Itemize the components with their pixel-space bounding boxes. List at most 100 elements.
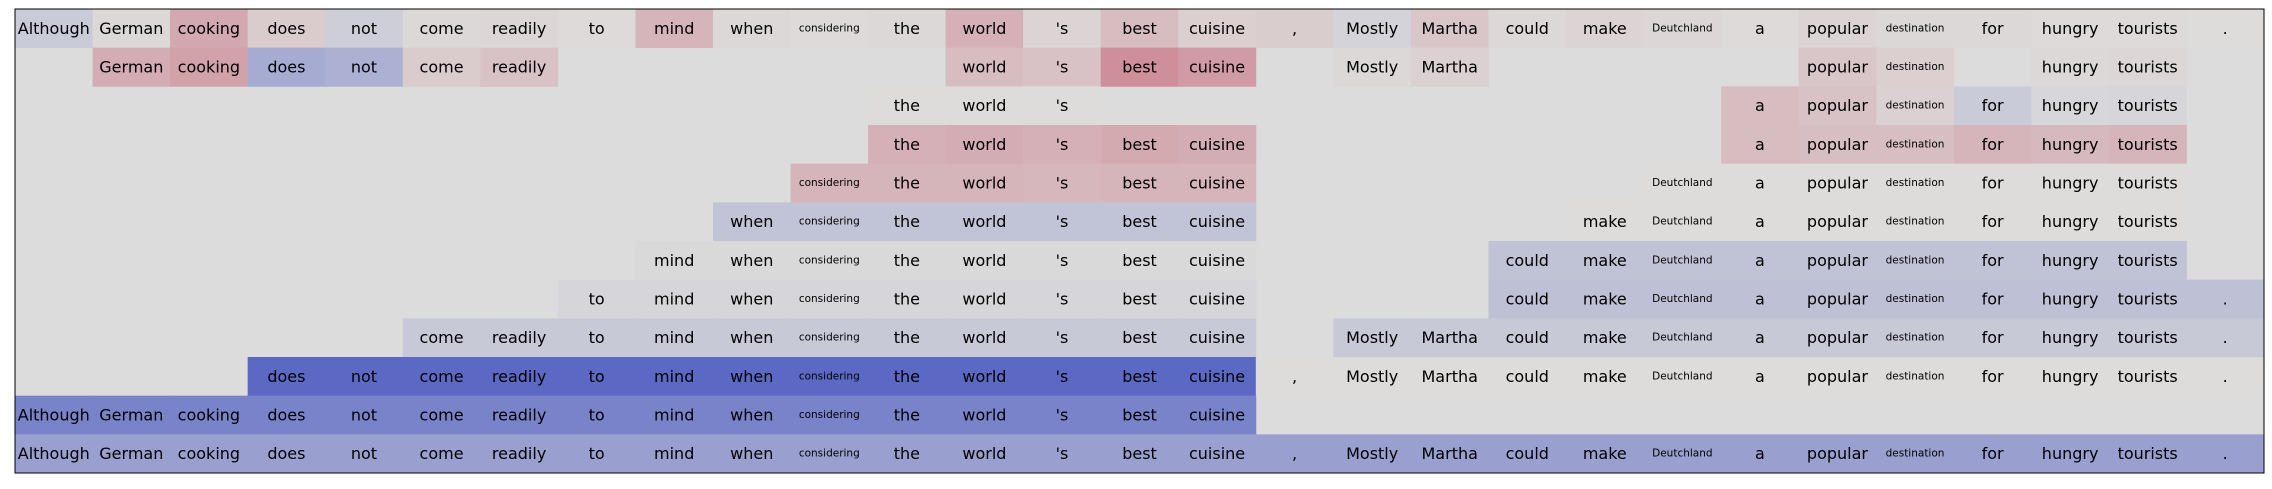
token-label: cuisine: [1189, 19, 1245, 38]
heatmap-cell: [170, 395, 249, 435]
heatmap-cell: [868, 125, 947, 165]
heatmap-cell: [635, 318, 714, 358]
token-label: .: [2223, 290, 2228, 309]
heatmap-cell: [1023, 357, 1102, 397]
token-label: Although: [18, 444, 90, 463]
token-label: tourists: [2118, 290, 2178, 309]
heatmap-cell: [480, 395, 559, 435]
heatmap-cell: [1023, 395, 1102, 435]
heatmap-cell: [1566, 202, 1644, 242]
heatmap-cell: [1023, 434, 1102, 474]
heatmap-cell: [868, 434, 947, 474]
heatmap-cell: [1953, 434, 2032, 474]
token-label: make: [1583, 212, 1627, 231]
token-label: come: [420, 367, 464, 386]
token-label: readily: [492, 328, 546, 347]
token-label: mind: [654, 367, 694, 386]
heatmap-cell: [790, 9, 869, 49]
heatmap-cell: [2108, 202, 2187, 242]
heatmap-cell: [1488, 357, 1567, 397]
token-label: to: [589, 290, 605, 309]
token-label: 's: [1056, 19, 1069, 38]
heatmap-cell: [945, 47, 1024, 87]
token-label: cuisine: [1189, 174, 1245, 193]
heatmap-cell: [635, 241, 714, 281]
heatmap-cell: [1488, 279, 1567, 319]
heatmap-cell: [1100, 279, 1179, 319]
token-label: best: [1122, 19, 1157, 38]
token-label: for: [1982, 96, 2004, 115]
token-label: Mostly: [1346, 367, 1398, 386]
heatmap-cell: [868, 241, 947, 281]
token-label: Mostly: [1346, 328, 1398, 347]
heatmap-cell: [1100, 434, 1179, 474]
token-label: .: [2223, 444, 2228, 463]
token-label: Martha: [1422, 58, 1478, 77]
heatmap-cell: [1333, 434, 1412, 474]
token-label: German: [99, 406, 163, 425]
heatmap-cell: [1953, 202, 2032, 242]
token-label: tourists: [2118, 174, 2178, 193]
heatmap-cell: [1721, 86, 1800, 126]
token-label: considering: [799, 370, 860, 382]
token-label: a: [1755, 444, 1765, 463]
heatmap-cell: [1410, 434, 1489, 474]
token-label: best: [1122, 135, 1157, 154]
heatmap-cell: [1953, 241, 2032, 281]
token-label: hungry: [2042, 135, 2099, 154]
token-label: mind: [654, 328, 694, 347]
token-label: popular: [1807, 328, 1868, 347]
token-label: when: [730, 212, 773, 231]
heatmap-cell: [2108, 9, 2187, 49]
heatmap-cell: [2031, 241, 2110, 281]
token-label: a: [1755, 212, 1765, 231]
token-label: popular: [1807, 96, 1868, 115]
token-label: cooking: [178, 19, 240, 38]
heatmap-cell: [1798, 125, 1877, 165]
token-label: ,: [1292, 367, 1297, 386]
token-label: make: [1583, 251, 1627, 270]
token-label: to: [589, 328, 605, 347]
heatmap-cell: [247, 357, 326, 397]
heatmap-cell: [1643, 241, 1722, 281]
token-label: destination: [1886, 293, 1945, 305]
token-label: the: [894, 19, 920, 38]
heatmap-cell: [2186, 357, 2265, 397]
token-label: tourists: [2118, 58, 2178, 77]
token-label: popular: [1807, 212, 1868, 231]
heatmap-cell: [1410, 357, 1489, 397]
heatmap-cell: [635, 395, 714, 435]
token-label: .: [2223, 367, 2228, 386]
heatmap-cell: [2108, 357, 2187, 397]
heatmap-cell: [2031, 125, 2110, 165]
token-label: Mostly: [1346, 444, 1398, 463]
heatmap-cell: [712, 395, 791, 435]
heatmap-cell: [1953, 86, 2032, 126]
heatmap-cell: [790, 202, 869, 242]
token-label: destination: [1886, 254, 1945, 266]
heatmap-cell: [2108, 125, 2187, 165]
heatmap-cell: [945, 357, 1024, 397]
heatmap-cell: [92, 9, 171, 49]
heatmap-cell: [557, 279, 636, 319]
heatmap-cell: [1798, 163, 1877, 203]
token-label: make: [1583, 19, 1627, 38]
heatmap-cell: [2108, 241, 2187, 281]
heatmap-cell: [1798, 9, 1877, 49]
token-label: a: [1755, 19, 1765, 38]
token-label: cuisine: [1189, 367, 1245, 386]
heatmap-cell: [1100, 47, 1179, 87]
heatmap-cell: [868, 357, 947, 397]
token-label: readily: [492, 367, 546, 386]
token-label: world: [962, 174, 1006, 193]
token-label: best: [1122, 212, 1157, 231]
token-label: cuisine: [1189, 290, 1245, 309]
heatmap-cell: [2031, 86, 2110, 126]
heatmap-cell: [1255, 9, 1334, 49]
heatmap-cell: [868, 86, 947, 126]
token-label: tourists: [2118, 96, 2178, 115]
heatmap-cell: [1953, 279, 2032, 319]
token-label: the: [894, 328, 920, 347]
heatmap-cell: [790, 163, 869, 203]
heatmap-cell: [1178, 9, 1257, 49]
